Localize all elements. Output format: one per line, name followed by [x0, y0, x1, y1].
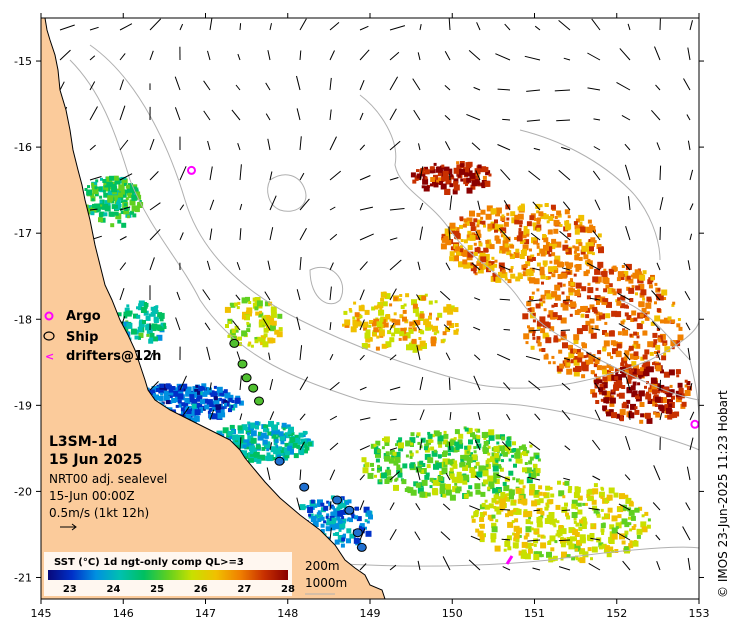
drifter-legend-icon: <: [45, 350, 54, 363]
x-tick-label: 148: [277, 607, 298, 620]
x-tick-label: 145: [31, 607, 52, 620]
isobath-legend: 200m 1000m: [305, 559, 347, 595]
colorbar-ticks: 23 24 25 26 27 28: [63, 584, 295, 595]
y-tick-label: -21: [14, 571, 32, 584]
y-tick-label: -15: [14, 55, 32, 68]
x-tick-label: 152: [606, 607, 627, 620]
isobath-1000m: [89, 44, 699, 389]
x-tick-label: 153: [689, 607, 710, 620]
ship-track: [229, 338, 367, 552]
colorbar-gradient: [48, 570, 288, 580]
y-axis: -15 -16 -17 -18 -19 -20 -21: [14, 55, 704, 584]
colorbar-tick-label: 23: [63, 584, 77, 595]
ship-marker: [352, 528, 363, 538]
argo-marker: [690, 419, 699, 429]
y-tick-label: -19: [14, 399, 32, 412]
y-tick-label: -17: [14, 227, 32, 240]
colorbar-tick-label: 24: [106, 584, 120, 595]
ship-legend-label: Ship: [66, 330, 98, 345]
colorbar-tick-label: 26: [194, 584, 208, 595]
ship-marker: [344, 505, 355, 515]
scale-arrow-icon: [60, 523, 77, 531]
argo-floats: [187, 165, 699, 429]
x-tick-label: 147: [195, 607, 216, 620]
isobath-200m: [69, 59, 699, 451]
x-axis: 145 146 147 148 149 150 151 152 153: [31, 13, 710, 620]
imos-credit: © IMOS 23-Jun-2025 11:23 Hobart: [716, 390, 730, 598]
colorbar-title: SST (°C) 1d ngt-only comp QL>=3: [54, 557, 244, 568]
isobath-1000m-label: 1000m: [305, 576, 347, 590]
arrow-scale-text: 0.5m/s (1kt 12h): [49, 506, 149, 520]
info-block: L3SM-1d 15 Jun 2025 NRT00 adj. sealevel …: [49, 434, 167, 531]
argo-legend-label: Argo: [66, 309, 101, 324]
ship-marker: [254, 396, 264, 406]
y-tick-label: -20: [14, 485, 32, 498]
reef-outline-1: [359, 94, 699, 401]
sealevel-text: NRT00 adj. sealevel: [49, 472, 167, 486]
ship-marker: [356, 542, 367, 552]
colorbar-tick-label: 27: [237, 584, 251, 595]
y-tick-label: -16: [14, 141, 32, 154]
colorbar-tick-label: 25: [150, 584, 164, 595]
time-text: 15-Jun 00:00Z: [49, 489, 135, 503]
reef-outline-3: [309, 266, 344, 305]
ship-marker: [299, 482, 310, 492]
ship-marker: [274, 456, 285, 466]
x-tick-label: 149: [360, 607, 381, 620]
product-title: L3SM-1d: [49, 434, 117, 450]
ship-marker: [248, 383, 259, 393]
colorbar-tick-label: 28: [281, 584, 295, 595]
reef-outline-4: [519, 129, 661, 261]
marker-legend: Argo Ship < drifters@12h: [43, 309, 161, 364]
drifter-track: [505, 555, 514, 565]
x-tick-label: 146: [113, 607, 134, 620]
isobath-200m-label: 200m: [305, 559, 340, 573]
x-tick-label: 150: [442, 607, 463, 620]
argo-marker: [187, 165, 196, 175]
ship-marker: [332, 495, 343, 505]
x-tick-label: 151: [524, 607, 545, 620]
date-title: 15 Jun 2025: [49, 452, 142, 468]
ship-marker: [237, 359, 248, 369]
ship-legend-icon: [43, 331, 55, 341]
ship-marker: [229, 338, 240, 348]
current-arrows: [59, 18, 695, 571]
reef-outline-2: [267, 174, 307, 212]
ship-marker: [241, 373, 252, 383]
land-mass: [41, 18, 386, 599]
argo-legend-icon: [44, 311, 54, 321]
drifter-legend-label: drifters@12h: [66, 349, 161, 364]
isobath-lines: [69, 44, 699, 567]
colorbar: SST (°C) 1d ngt-only comp QL>=3 23 24 25 26…: [44, 552, 295, 596]
y-tick-label: -18: [14, 313, 32, 326]
